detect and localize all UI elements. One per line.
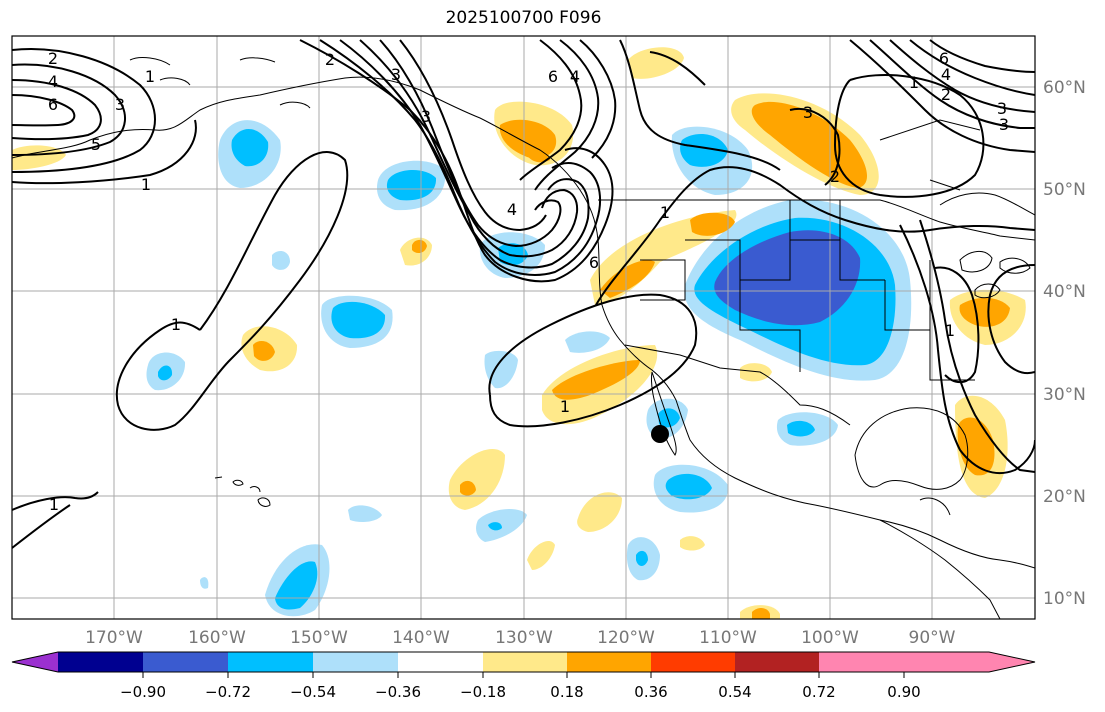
contour-label: 1: [171, 315, 181, 334]
colorbar: −0.90 −0.72 −0.54 −0.36 −0.18 0.18 0.36 …: [11, 651, 1036, 701]
colorbar-tick-labels: −0.90 −0.72 −0.54 −0.36 −0.18 0.18 0.36 …: [120, 672, 921, 701]
lon-tick-label: 130°W: [495, 628, 553, 648]
colorbar-tick: −0.54: [290, 683, 336, 701]
colorbar-segment: [651, 652, 735, 672]
contour-label: 1: [560, 397, 570, 416]
contour-label: 1: [145, 67, 155, 86]
coastlines: [12, 57, 1035, 619]
lon-tick-label: 170°W: [85, 628, 143, 648]
colorbar-tick: 0.90: [887, 683, 920, 701]
colorbar-segment: [735, 652, 819, 672]
contour-label: 4: [48, 72, 58, 91]
lat-tick-label: 20°N: [1043, 487, 1086, 507]
colorbar-segment: [313, 652, 398, 672]
contour-label: 2: [48, 49, 58, 68]
colorbar-extend-low: [12, 652, 58, 672]
lon-tick-label: 90°W: [909, 628, 956, 648]
colorbar-tick: −0.90: [120, 683, 166, 701]
colorbar-segment: [143, 652, 228, 672]
colorbar-tick: 0.18: [550, 683, 583, 701]
contour-label: 6: [589, 253, 599, 272]
lat-tick-label: 10°N: [1043, 589, 1086, 609]
lon-tick-label: 160°W: [188, 628, 246, 648]
lon-tick-label: 110°W: [699, 628, 757, 648]
contour-label: 3: [999, 115, 1009, 134]
lat-tick-label: 40°N: [1043, 282, 1086, 302]
contour-label: 3: [391, 65, 401, 84]
colorbar-tick: −0.18: [460, 683, 506, 701]
contour-label: 3: [115, 95, 125, 114]
colorbar-extend-high: [904, 652, 1035, 672]
colorbar-segment: [58, 652, 143, 672]
lon-tick-label: 100°W: [801, 628, 859, 648]
contour-label: 4: [507, 200, 517, 219]
colorbar-segment: [398, 652, 483, 672]
contour-label: 4: [570, 67, 580, 86]
location-dot: [651, 425, 669, 443]
contour-label: 2: [325, 50, 335, 69]
lon-tick-label: 150°W: [290, 628, 348, 648]
contour-label: 1: [909, 73, 919, 92]
contour-label: 1: [49, 495, 59, 514]
contour-label: 6: [48, 95, 58, 114]
colorbar-tick: −0.36: [375, 683, 421, 701]
contour-labels: 2 4 6 3 5 1 1 1 1 2 3 4 6 3 4 6 1 1 3 4 …: [48, 49, 1009, 514]
contour-label: 6: [939, 49, 949, 68]
colorbar-segment: [819, 652, 904, 672]
lon-tick-labels: 170°W 160°W 150°W 140°W 130°W 120°W 110°…: [85, 628, 956, 648]
lon-tick-label: 140°W: [392, 628, 450, 648]
contour-label: 1: [945, 321, 955, 340]
contour-label: 3: [997, 99, 1007, 118]
colorbar-tick: −0.72: [205, 683, 251, 701]
plot-frame: [11, 35, 1036, 620]
lat-tick-labels: 60°N 50°N 40°N 30°N 20°N 10°N: [1043, 78, 1086, 609]
contour-label: 6: [548, 67, 558, 86]
lon-tick-label: 120°W: [597, 628, 655, 648]
colorbar-segment: [483, 652, 567, 672]
colorbar-segment: [567, 652, 651, 672]
contour-label: 2: [941, 85, 951, 104]
contour-label: 3: [803, 103, 813, 122]
lat-tick-label: 60°N: [1043, 78, 1086, 98]
graticule: [12, 36, 1035, 619]
contour-label: 4: [941, 65, 951, 84]
contour-label: 1: [660, 203, 670, 222]
contour-label: 3: [421, 107, 431, 126]
lat-tick-label: 30°N: [1043, 385, 1086, 405]
colorbar-tick: 0.54: [718, 683, 751, 701]
contour-lines: [12, 39, 1035, 549]
colorbar-tick: 0.36: [634, 683, 667, 701]
colorbar-segment: [228, 652, 313, 672]
contour-label: 1: [141, 175, 151, 194]
contour-label: 5: [91, 135, 101, 154]
contour-label: 2: [830, 167, 840, 186]
map-title: 2025100700 F096: [445, 8, 602, 28]
lat-tick-label: 50°N: [1043, 180, 1086, 200]
colorbar-tick: 0.72: [802, 683, 835, 701]
